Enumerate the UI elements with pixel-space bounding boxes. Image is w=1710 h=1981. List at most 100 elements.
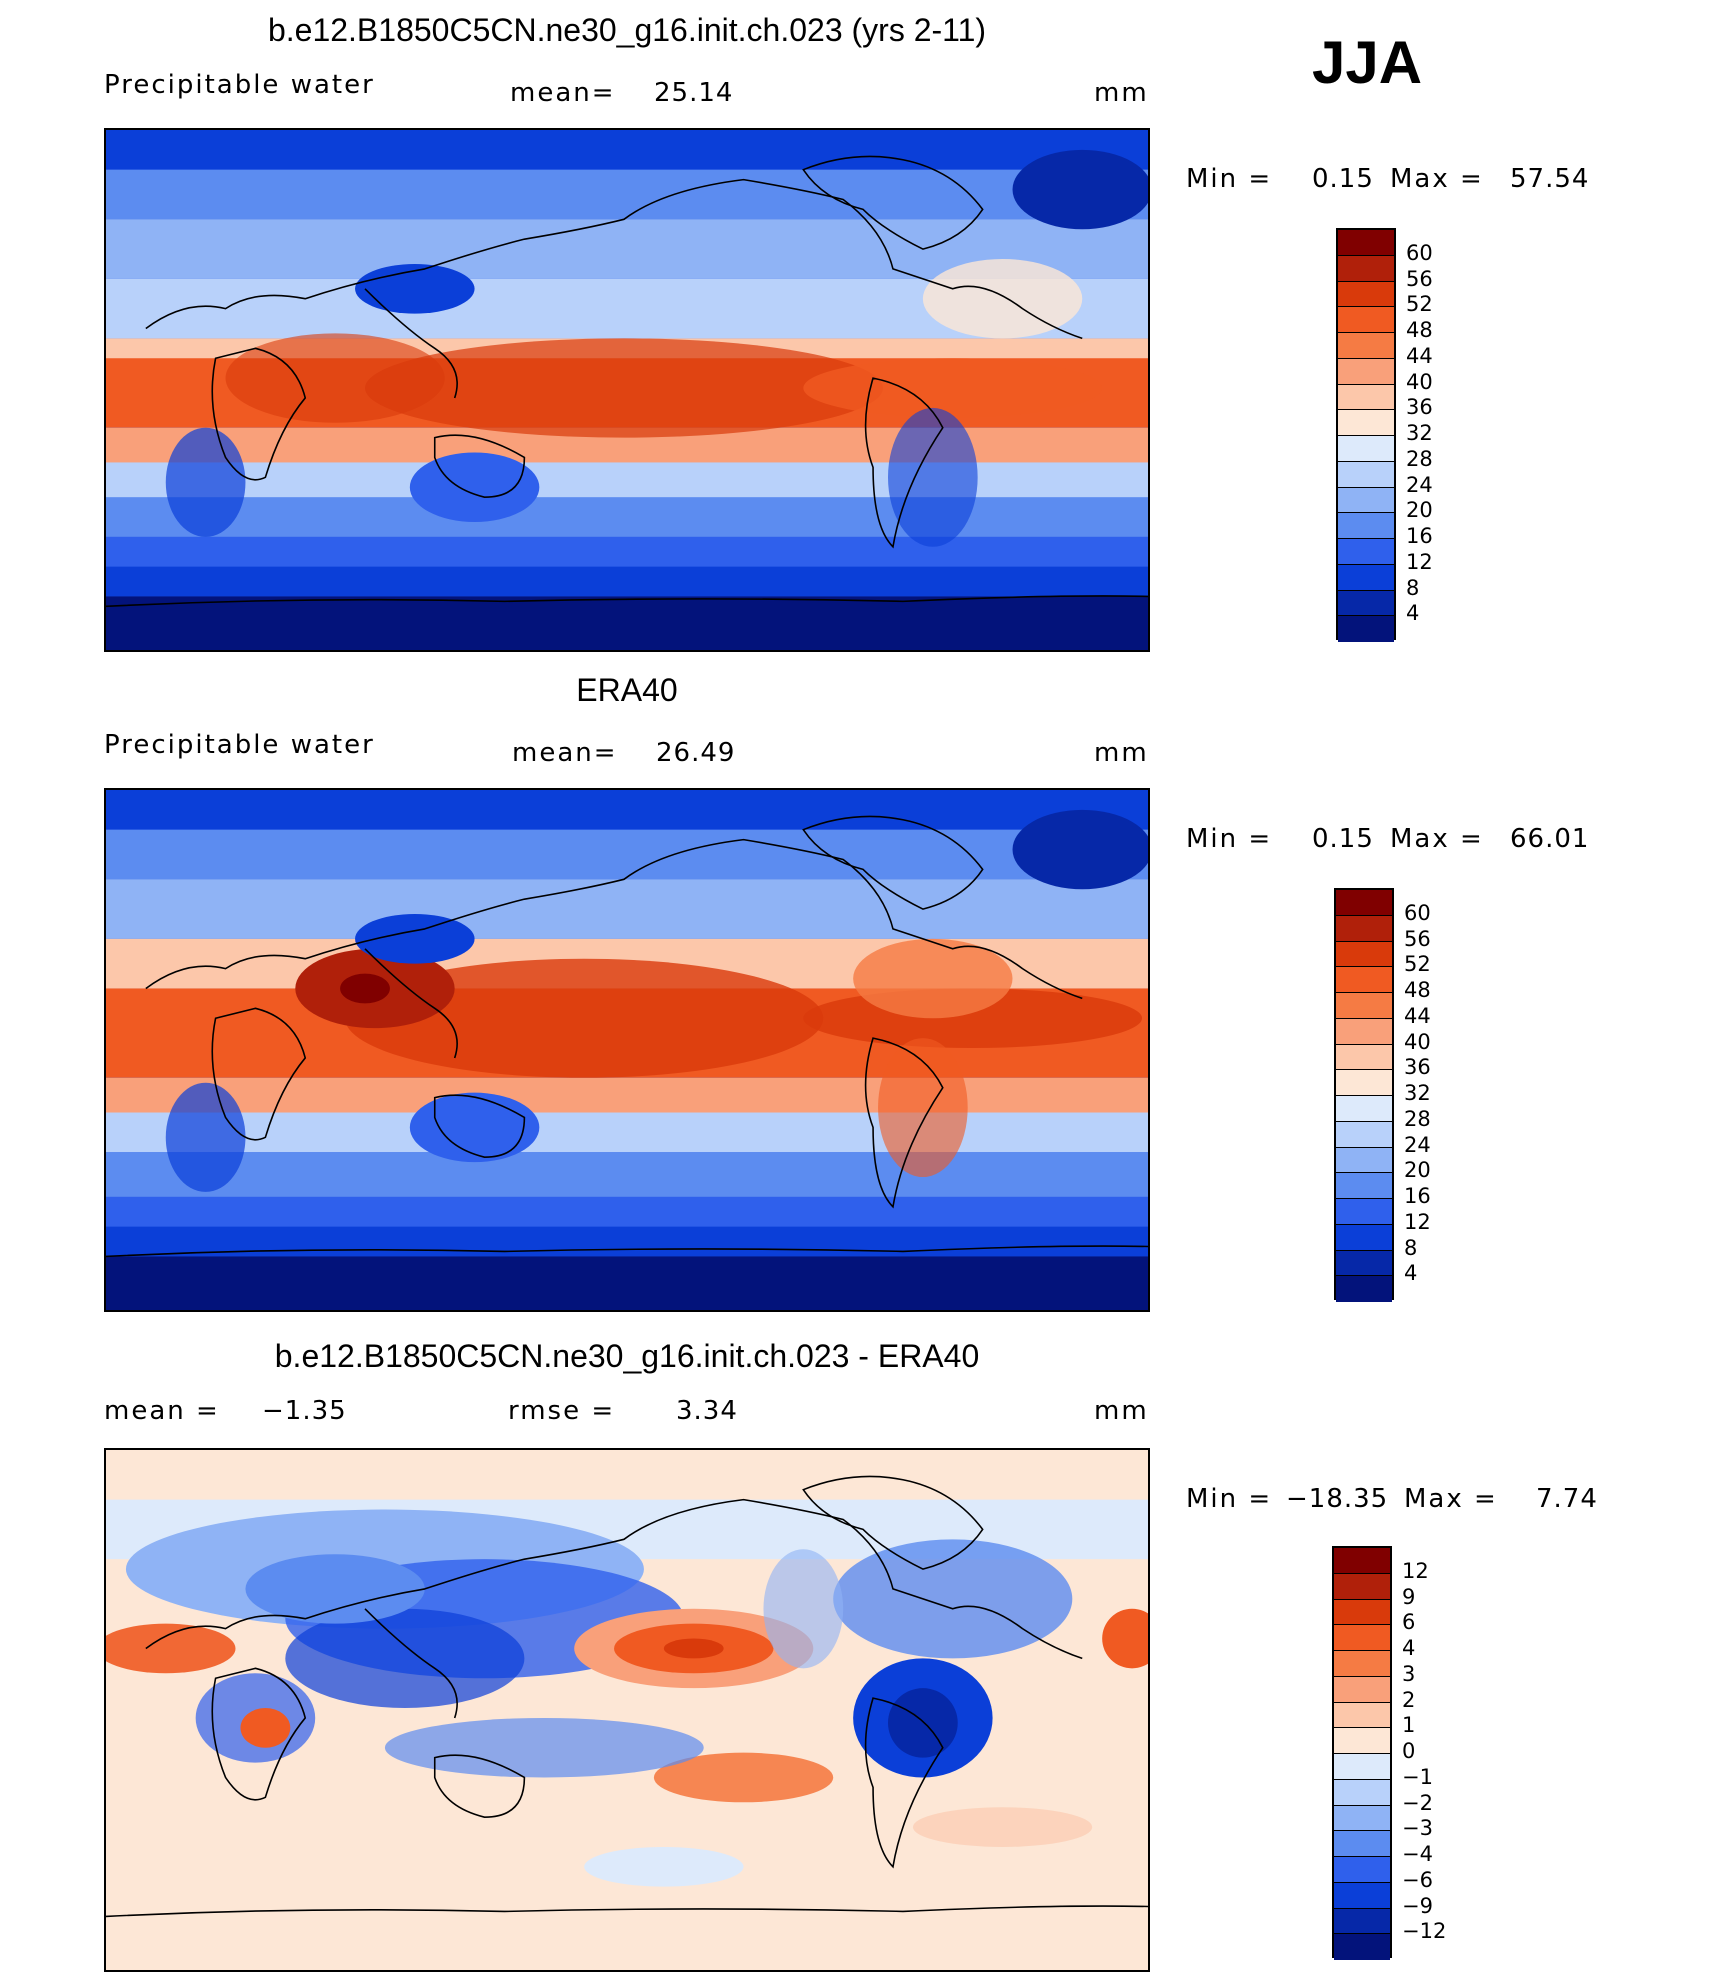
colorbar-tick-label: 0 xyxy=(1402,1739,1416,1763)
panel-1-map xyxy=(104,128,1150,652)
panel-2-max-value: 66.01 xyxy=(1510,824,1590,854)
colorbar-tick-label: 4 xyxy=(1404,1261,1418,1286)
colorbar-swatch xyxy=(1334,1779,1390,1806)
colorbar-tick-label: −1 xyxy=(1402,1764,1433,1789)
colorbar-tick-label: −2 xyxy=(1402,1790,1433,1815)
panel-3-min-label: Min = xyxy=(1186,1484,1273,1514)
colorbar-swatch xyxy=(1338,358,1394,385)
panel-2-variable-label: Precipitable water xyxy=(104,730,375,760)
colorbar-tick-label: 12 xyxy=(1406,549,1433,574)
panel-1-units: mm xyxy=(1094,78,1149,108)
colorbar-swatch xyxy=(1334,1857,1390,1883)
panel-2-map xyxy=(104,788,1150,1312)
colorbar-swatch xyxy=(1336,1121,1392,1148)
colorbar-tick-label: 28 xyxy=(1406,446,1433,471)
panel-2-mean-label: mean= xyxy=(512,738,618,768)
panel-3-min-value: −18.35 xyxy=(1286,1484,1389,1514)
colorbar-tick-label: 44 xyxy=(1404,1003,1431,1028)
colorbar-tick-label: 36 xyxy=(1404,1055,1431,1080)
panel-3-max-value: 7.74 xyxy=(1536,1484,1598,1514)
colorbar-swatch xyxy=(1334,1548,1390,1574)
colorbar-tick-label: −3 xyxy=(1402,1816,1433,1841)
colorbar-swatch xyxy=(1334,1728,1390,1754)
colorbar-swatch xyxy=(1336,941,1392,968)
colorbar-tick-label: 48 xyxy=(1406,318,1433,342)
panel-1-min-label: Min = xyxy=(1186,164,1273,194)
colorbar-tick-label: 8 xyxy=(1406,575,1420,600)
colorbar-swatch xyxy=(1336,1018,1392,1045)
colorbar-swatch xyxy=(1338,436,1394,462)
panel-1-max-value: 57.54 xyxy=(1510,164,1590,194)
colorbar-swatch xyxy=(1334,1805,1390,1832)
colorbar-swatch xyxy=(1338,333,1394,359)
panel-1-mean-value: 25.14 xyxy=(654,78,734,108)
colorbar-tick-label: 8 xyxy=(1404,1235,1418,1260)
colorbar-swatch xyxy=(1338,539,1394,565)
colorbar-swatch xyxy=(1334,1625,1390,1651)
colorbar-swatch xyxy=(1336,1096,1392,1122)
colorbar-swatch xyxy=(1338,230,1394,256)
colorbar-swatch xyxy=(1334,1651,1390,1677)
colorbar-swatch xyxy=(1336,1276,1392,1302)
colorbar-swatch xyxy=(1336,890,1392,916)
panel-1-mean-label: mean= xyxy=(510,78,616,108)
panel-1-variable-label: Precipitable water xyxy=(104,70,375,100)
colorbar-tick-label: 44 xyxy=(1406,343,1433,368)
panel-3-rmse-label: rmse = xyxy=(508,1396,616,1426)
colorbar-swatch xyxy=(1338,513,1394,539)
colorbar-tick-label: 40 xyxy=(1404,1029,1431,1054)
colorbar-swatch xyxy=(1336,1250,1392,1277)
panel-2-title: ERA40 xyxy=(576,672,678,708)
colorbar-tick-label: 28 xyxy=(1404,1106,1431,1131)
colorbar-tick-label: −6 xyxy=(1402,1867,1433,1892)
panel-2-max-label: Max = xyxy=(1390,824,1484,854)
colorbar-tick-label: 20 xyxy=(1404,1158,1431,1183)
colorbar-swatch xyxy=(1334,1882,1390,1909)
colorbar-swatch xyxy=(1334,1599,1390,1626)
colorbar-tick-label: 4 xyxy=(1402,1636,1416,1660)
panel-1-min-value: 0.15 xyxy=(1312,164,1374,194)
panel-1-colorbar xyxy=(1336,228,1396,642)
colorbar-tick-label: −4 xyxy=(1402,1842,1433,1866)
panel-1-max-label: Max = xyxy=(1390,164,1484,194)
colorbar-tick-label: 56 xyxy=(1406,266,1433,291)
colorbar-tick-label: 4 xyxy=(1406,601,1420,626)
panel-2-colorbar xyxy=(1334,888,1394,1302)
colorbar-tick-label: 36 xyxy=(1406,395,1433,420)
panel-3-mean-value: −1.35 xyxy=(262,1396,347,1426)
colorbar-tick-label: 24 xyxy=(1406,472,1433,497)
panel-3-map xyxy=(104,1448,1150,1972)
panel-3-colorbar xyxy=(1332,1546,1392,1960)
colorbar-swatch xyxy=(1336,1199,1392,1225)
colorbar-swatch xyxy=(1334,1676,1390,1703)
colorbar-tick-label: 60 xyxy=(1406,240,1433,265)
colorbar-swatch xyxy=(1336,915,1392,942)
colorbar-swatch xyxy=(1338,564,1394,591)
panel-3-rmse-value: 3.34 xyxy=(676,1396,738,1426)
colorbar-swatch xyxy=(1338,384,1394,411)
colorbar-swatch xyxy=(1336,1147,1392,1174)
panel-2-min-label: Min = xyxy=(1186,824,1273,854)
colorbar-tick-label: 40 xyxy=(1406,369,1433,394)
colorbar-tick-label: 32 xyxy=(1406,421,1433,445)
colorbar-swatch xyxy=(1338,307,1394,333)
colorbar-swatch xyxy=(1336,967,1392,993)
colorbar-swatch xyxy=(1334,1754,1390,1780)
colorbar-tick-label: 52 xyxy=(1404,952,1431,977)
colorbar-swatch xyxy=(1336,1070,1392,1096)
colorbar-tick-label: 52 xyxy=(1406,292,1433,317)
panel-1-title: b.e12.B1850C5CN.ne30_g16.init.ch.023 (yr… xyxy=(267,12,987,48)
colorbar-swatch xyxy=(1338,487,1394,514)
panel-2-units: mm xyxy=(1094,738,1149,768)
colorbar-swatch xyxy=(1336,1224,1392,1251)
colorbar-swatch xyxy=(1338,590,1394,617)
panel-3-mean-label: mean = xyxy=(104,1396,220,1426)
colorbar-tick-label: 56 xyxy=(1404,926,1431,951)
panel-1-contour-field xyxy=(106,130,1148,650)
colorbar-swatch xyxy=(1338,410,1394,436)
colorbar-swatch xyxy=(1336,993,1392,1019)
colorbar-tick-label: 12 xyxy=(1402,1558,1429,1583)
colorbar-swatch xyxy=(1336,1044,1392,1071)
panel-3-title: b.e12.B1850C5CN.ne30_g16.init.ch.023 - E… xyxy=(274,1338,980,1374)
colorbar-tick-label: −12 xyxy=(1402,1919,1447,1944)
